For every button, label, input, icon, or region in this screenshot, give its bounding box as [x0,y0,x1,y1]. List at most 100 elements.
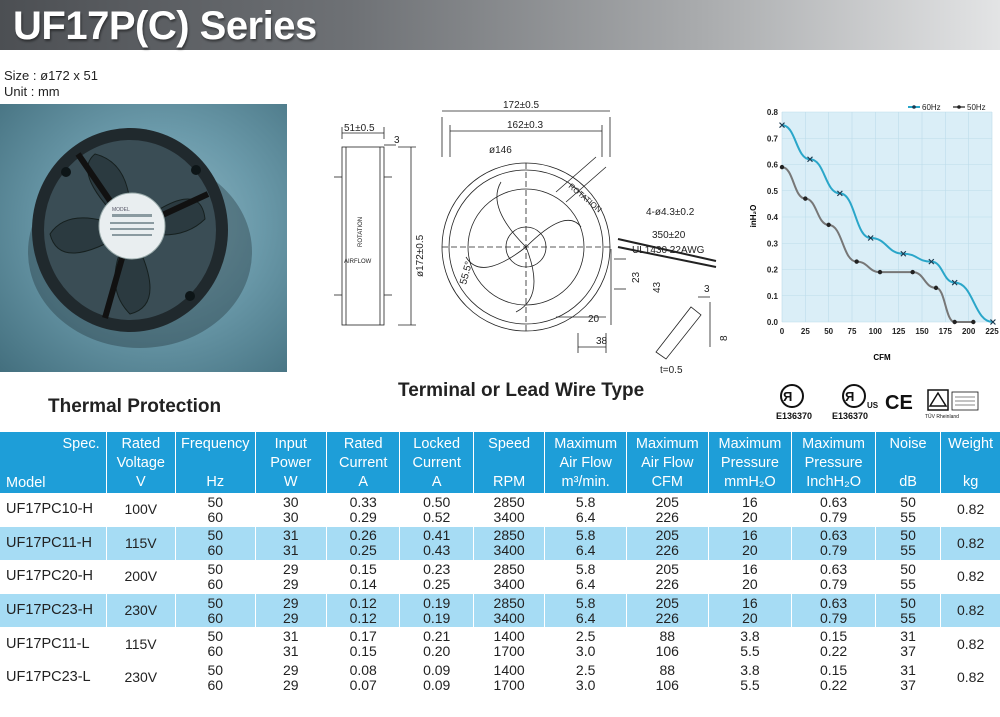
inh2o-cell: 0.15 0.22 [791,627,876,661]
ul-cert-number-2: E136370 [832,411,868,421]
dim-thickness: t=0.5 [660,365,683,376]
model-cell: UF17PC11-L [0,627,107,661]
locked-value: 0.09 [423,661,451,678]
rated-cell: 0.33 0.29 [326,493,401,527]
header-col-4: Rated Current A [326,432,401,493]
m3-value: 5.8 [575,493,596,510]
m3-value: 5.8 [575,560,596,577]
header-line: InchH₂O [806,474,861,490]
m3-value: 6.4 [575,508,596,525]
speed-cell: 2850 3400 [473,493,546,527]
inh2o-value: 0.15 [819,661,848,678]
m3-cell: 5.8 6.4 [544,593,627,628]
weight-cell: 0.82 [940,627,1000,661]
cfm-value: 106 [655,643,679,660]
header-line: A [431,474,442,490]
power-value: 31 [282,643,299,660]
locked-cell: 0.09 0.09 [399,660,474,695]
model-cell: UF17PC10-H [0,493,107,527]
noise-cell: 31 37 [875,627,942,661]
speed-value: 2850 [493,560,525,577]
noise-value: 55 [900,609,916,626]
dim-8: 8 [719,335,730,341]
chart-x-tick: 125 [892,327,906,336]
product-photo: MODEL [0,104,287,372]
freq-value: 50 [207,594,224,611]
dim-dia-146: ø146 [489,145,512,156]
m3-value: 6.4 [575,542,596,559]
locked-value: 0.23 [423,560,451,577]
speed-value: 3400 [493,609,525,626]
ce-mark-icon: CE [885,392,913,414]
header-col-11: Noise dB [875,432,942,493]
table-row: UF17PC10-H 100V 50 60 30 30 0.33 0.29 0.50 0.52 28… [0,493,1000,527]
rated-value: 0.29 [349,508,377,525]
header-line: kg [962,474,979,490]
dim-3b: 3 [704,284,710,295]
power-cell: 29 29 [255,593,327,628]
header-col-5: Locked Current A [399,432,474,493]
chart-x-tick: 75 [848,327,857,336]
cfm-value: 205 [655,493,679,510]
speed-cell: 2850 3400 [473,526,546,561]
series-point-60Hz [990,319,996,325]
freq-cell: 50 60 [175,493,256,527]
model-cell: UF17PC23-H [0,593,107,628]
dim-width-51: 51±0.5 [344,123,375,134]
inh2o-cell: 0.63 0.79 [791,526,876,561]
inh2o-cell: 0.63 0.79 [791,493,876,527]
series-point-50Hz [826,222,831,228]
freq-cell: 50 60 [175,560,256,594]
header-line: Maximum [554,436,618,452]
locked-value: 0.19 [423,609,451,626]
voltage-cell: 100V [106,493,176,527]
noise-cell: 50 55 [875,526,942,561]
inh2o-value: 0.79 [819,542,848,559]
header-line: Input [274,436,307,452]
power-value: 30 [282,493,299,510]
header-line: Power [270,455,312,471]
header-line: Current [339,455,388,471]
title-banner: UF17P(C) Series [0,0,1000,50]
rated-cell: 0.17 0.15 [326,627,401,661]
rated-value: 0.14 [349,575,377,592]
inh2o-value: 0.15 [819,628,848,645]
dim-43: 43 [652,281,663,293]
chart-y-tick: 0.2 [767,266,779,275]
chart-y-tick: 0.1 [767,292,779,301]
thermal-label: Thermal Protection [48,396,222,417]
legend-marker-60Hz [912,105,916,109]
header-line: m³/min. [561,474,610,490]
chart-y-tick: 0.8 [767,108,779,117]
header-line: Maximum [635,436,699,452]
freq-value: 50 [207,493,224,510]
freq-value: 50 [207,661,224,678]
header-line: Rated [343,436,383,452]
header-col-1: Rated Voltage V [106,432,176,493]
mmh2o-cell: 3.8 5.5 [708,627,793,661]
mmh2o-value: 5.5 [740,643,760,660]
m3-value: 3.0 [575,676,596,693]
rated-cell: 0.08 0.07 [326,660,401,695]
rated-value: 0.12 [349,594,377,611]
dim-holes: 4-ø4.3±0.2 [646,207,695,218]
table-row: UF17PC20-H 200V 50 60 29 29 0.15 0.14 0.23 0.25 28… [0,560,1000,594]
cfm-cell: 205 226 [626,526,709,561]
cfm-value: 226 [655,542,679,559]
rated-cell: 0.26 0.25 [326,526,401,561]
series-point-50Hz [854,259,859,264]
header-line: Locked [413,436,461,452]
cul-recognized-icon [842,384,866,408]
page-title: UF17P(C) Series [13,4,317,48]
header-line: Voltage [116,455,165,471]
series-point-60Hz [900,250,907,257]
dim-angle: 55.5° [458,260,475,286]
dim-38: 38 [596,336,608,347]
inh2o-value: 0.22 [819,676,848,693]
inh2o-value: 0.63 [819,527,848,544]
header-line: Rated [121,436,161,452]
freq-cell: 50 60 [175,627,256,661]
cfm-value: 205 [655,594,679,611]
chart-x-tick: 175 [939,327,953,336]
cfm-cell: 205 226 [626,560,709,594]
